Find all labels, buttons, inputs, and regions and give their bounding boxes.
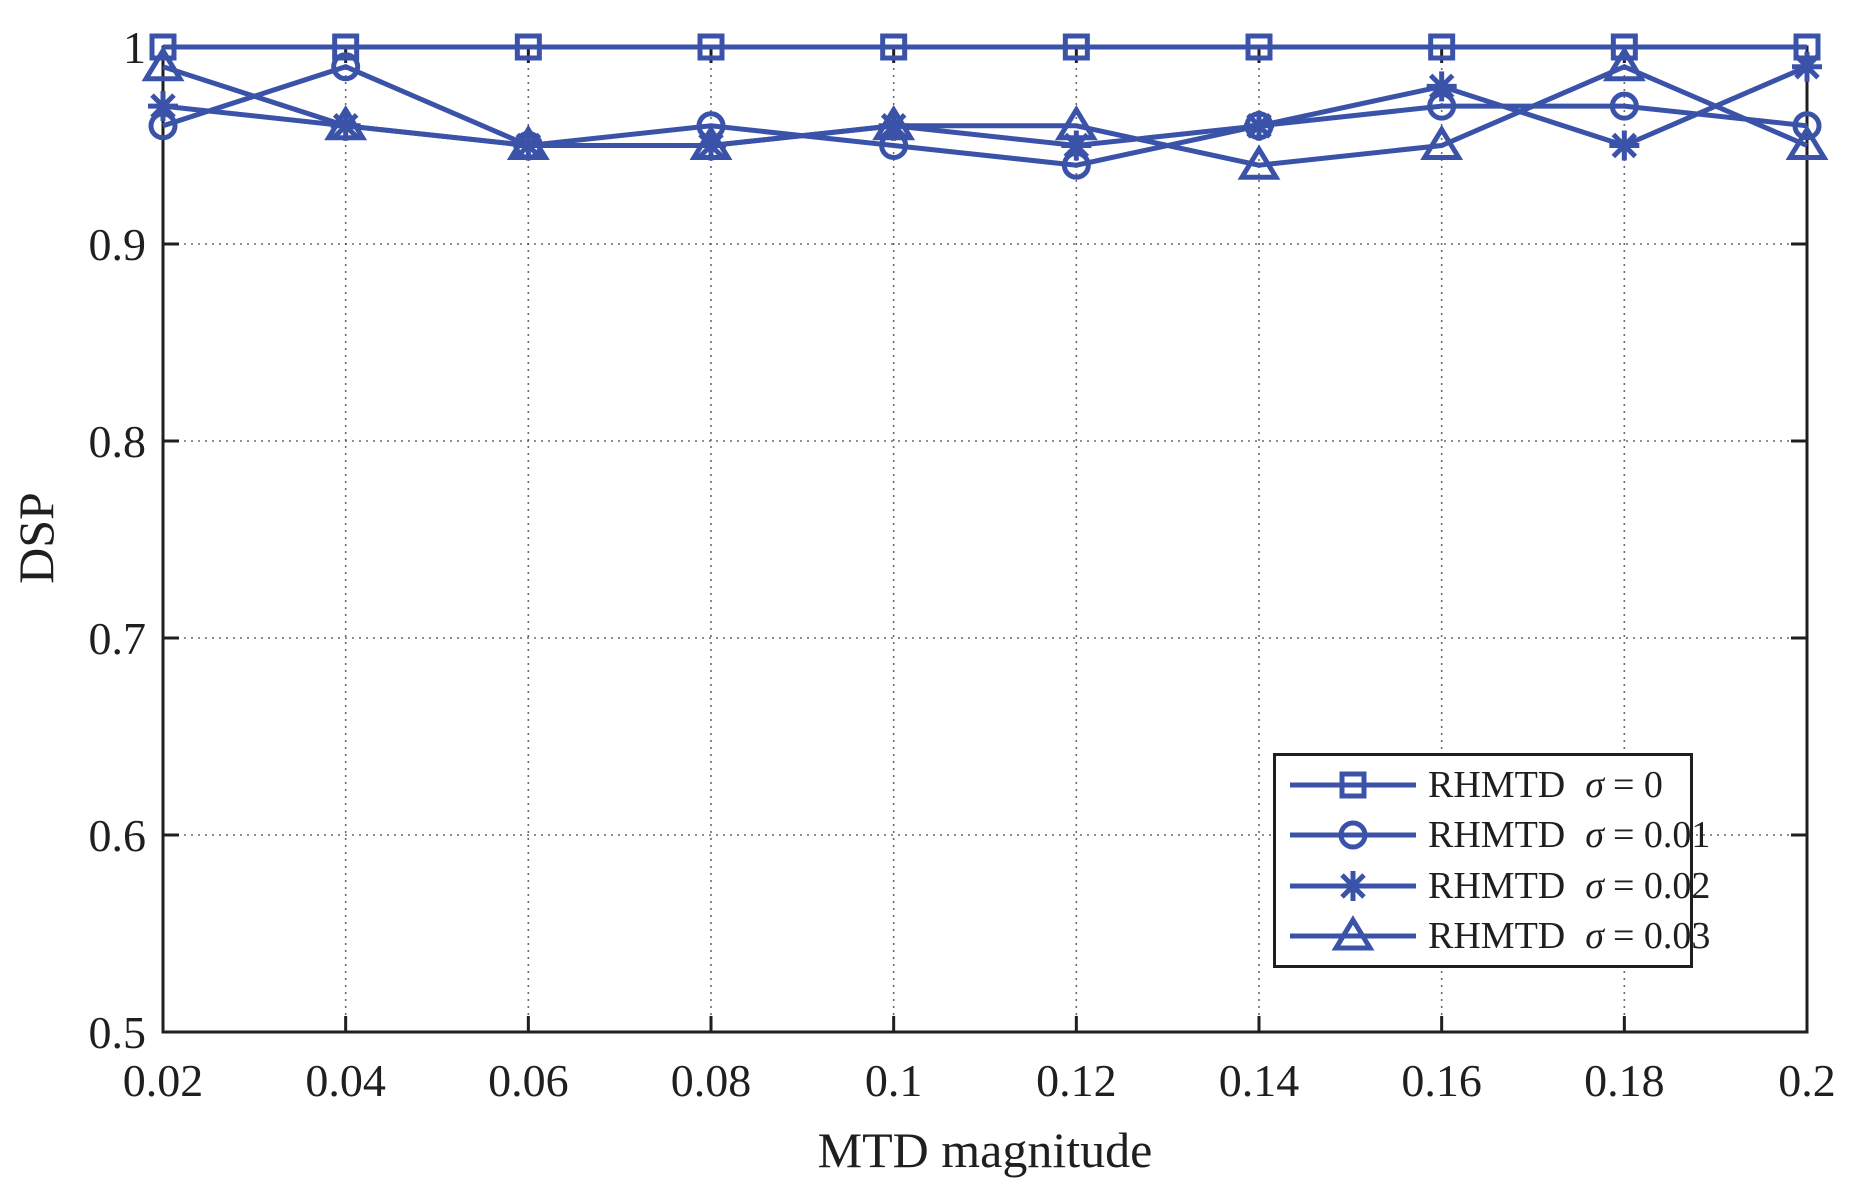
marker-square [697, 33, 725, 61]
marker-square [1062, 33, 1090, 61]
legend: RHMTD σ = 0 RHMTD σ = 0.01 RHMTD σ = 0.0… [1273, 753, 1710, 968]
legend-sigma-value: = 0.01 [1612, 814, 1711, 857]
legend-asterisk-marker-sample [1290, 870, 1416, 901]
asterisk-arm [1428, 73, 1455, 100]
legend-sigma-value: = 0.02 [1612, 864, 1711, 907]
marker-triangle [1602, 45, 1646, 82]
marker-triangle [141, 45, 185, 82]
marker-square [1610, 33, 1638, 61]
legend-label: RHMTD [1428, 814, 1566, 857]
legend-sigma-value: = 0.03 [1612, 914, 1711, 957]
marker-circle [1338, 820, 1368, 850]
marker-triangle [324, 104, 368, 141]
x-tick-label: 0.06 [488, 1055, 569, 1106]
y-tick-label: 0.7 [89, 613, 147, 664]
marker-triangle [872, 104, 916, 141]
legend-item-sigma-0: RHMTD σ = 0 [1288, 761, 1690, 809]
legend-sigma-symbol: σ [1585, 764, 1604, 807]
y-axis-title: DSP [8, 492, 64, 584]
marker-square [1428, 33, 1456, 61]
marker-asterisk [1244, 110, 1274, 141]
legend-sigma-value: = 0 [1612, 764, 1663, 807]
marker-asterisk [1061, 130, 1092, 161]
marker-circle [331, 52, 361, 82]
legend-item-sigma-002: RHMTD σ = 0.02 [1288, 862, 1710, 910]
marker-triangle [1785, 124, 1829, 160]
x-tick-label: 0.18 [1584, 1055, 1665, 1106]
marker-triangle [506, 124, 550, 160]
y-tick-label: 0.9 [89, 219, 147, 270]
marker-square [1245, 33, 1273, 61]
x-tick-label: 0.08 [671, 1055, 752, 1106]
marker-asterisk [1792, 51, 1822, 82]
legend-item-sigma-001: RHMTD σ = 0.01 [1288, 811, 1710, 859]
y-tick-label: 1 [123, 22, 146, 73]
marker-asterisk [1609, 130, 1640, 161]
legend-sigma-symbol: σ [1585, 864, 1604, 907]
asterisk-arm [1611, 132, 1638, 159]
legend-triangle-marker-sample [1290, 915, 1416, 951]
legend-item-sigma-003: RHMTD σ = 0.03 [1288, 912, 1710, 960]
marker-asterisk [148, 91, 178, 122]
series-line-circle [162, 64, 1808, 168]
legend-sigma-symbol: σ [1585, 814, 1604, 857]
marker-triangle [1054, 104, 1098, 141]
marker-square [880, 33, 908, 61]
x-tick-label: 0.02 [123, 1055, 204, 1106]
series-markers-circle [148, 52, 1822, 180]
marker-asterisk [1338, 870, 1368, 901]
x-tick-label: 0.04 [305, 1055, 386, 1106]
x-tick-label: 0.16 [1401, 1055, 1482, 1106]
marker-asterisk [1426, 71, 1457, 102]
marker-square [332, 33, 360, 61]
x-tick-label: 0.2 [1778, 1055, 1836, 1106]
marker-square [514, 33, 542, 61]
series-markers-triangle [141, 45, 1829, 180]
marker-square [1339, 771, 1367, 799]
asterisk-arm [1246, 113, 1272, 139]
marker-triangle [1331, 915, 1375, 951]
marker-triangle [1420, 124, 1464, 160]
x-axis-title: MTD magnitude [817, 1122, 1153, 1178]
x-tick-label: 0.12 [1036, 1055, 1117, 1106]
y-tick-label: 0.6 [89, 810, 147, 861]
legend-circle-marker-sample [1290, 820, 1416, 850]
legend-label: RHMTD [1428, 914, 1566, 957]
series-line-triangle [162, 63, 1808, 168]
asterisk-arm [150, 93, 176, 119]
marker-square [149, 33, 177, 61]
x-tick-label: 0.14 [1219, 1055, 1300, 1106]
legend-label: RHMTD [1428, 764, 1566, 807]
asterisk-arm [1794, 53, 1820, 80]
marker-circle [1609, 91, 1639, 121]
marker-triangle [1237, 144, 1281, 180]
legend-sigma-symbol: σ [1585, 914, 1604, 957]
marker-triangle [689, 124, 733, 160]
legend-label: RHMTD [1428, 864, 1566, 907]
legend-square-marker-sample [1290, 771, 1416, 799]
y-tick-label: 0.8 [89, 416, 147, 467]
x-tick-label: 0.1 [865, 1055, 923, 1106]
y-tick-label: 0.5 [89, 1007, 147, 1058]
series-markers-square [149, 33, 1821, 61]
marker-circle [1792, 111, 1822, 141]
asterisk-arm [1340, 872, 1366, 899]
